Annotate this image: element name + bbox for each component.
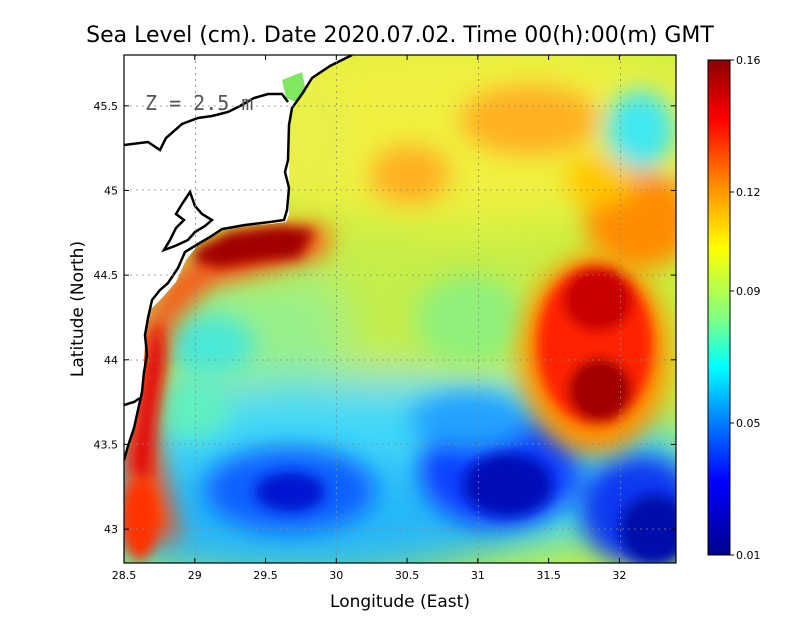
y-tick-label: 44.5 <box>94 269 119 282</box>
land-mask <box>124 55 350 462</box>
y-tick-label: 45 <box>104 184 118 197</box>
colorbar <box>707 59 731 556</box>
colorbar-tick-label: 0.12 <box>736 186 761 199</box>
x-tick-label: 31 <box>471 569 485 582</box>
sea-level-field <box>124 55 676 563</box>
lagoon-outline <box>124 92 289 152</box>
colorbar-tick-label: 0.01 <box>736 549 761 562</box>
plot-frame <box>123 54 677 564</box>
x-tick-label: 32 <box>612 569 626 582</box>
colorbar-tick-label: 0.05 <box>736 417 761 430</box>
x-tick-label: 29.5 <box>253 569 278 582</box>
y-tick-label: 43.5 <box>94 438 119 451</box>
x-axis-ticks: 28.5 29 29.5 30 30.5 31 31.5 32 <box>112 55 626 582</box>
coastline <box>124 55 353 461</box>
estuary-outline <box>161 189 215 253</box>
map-title: Sea Level (cm). Date 2020.07.02. Time 00… <box>86 23 714 48</box>
x-tick-label: 30.5 <box>395 569 420 582</box>
grid-lines <box>124 55 676 563</box>
x-axis-label: Longitude (East) <box>330 592 470 612</box>
y-tick-label: 43 <box>104 523 118 536</box>
colorbar-tick-label: 0.09 <box>736 285 761 298</box>
western-shore-line <box>124 396 141 407</box>
depth-label: Z = 2.5 m <box>145 91 253 115</box>
y-axis-ticks: 43 43.5 44 44.5 45 45.5 <box>94 100 676 536</box>
y-axis-label: Latitude (North) <box>68 241 88 377</box>
x-tick-label: 30 <box>329 569 343 582</box>
x-tick-label: 29 <box>188 569 202 582</box>
y-tick-label: 44 <box>104 354 118 367</box>
x-tick-label: 31.5 <box>536 569 561 582</box>
colorbar-tick-label: 0.16 <box>736 54 761 67</box>
colorbar-ticks: 0.01 0.05 0.09 0.12 0.16 <box>730 54 761 562</box>
x-tick-label: 28.5 <box>112 569 137 582</box>
y-tick-label: 45.5 <box>94 100 119 113</box>
